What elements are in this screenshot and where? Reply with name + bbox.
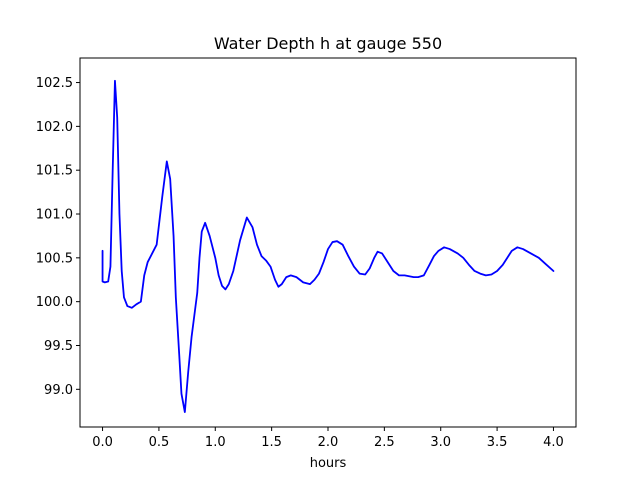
y-tick-label: 99.0 bbox=[44, 383, 73, 398]
chart-title: Water Depth h at gauge 550 bbox=[214, 34, 442, 53]
y-tick-label: 102.0 bbox=[36, 120, 73, 135]
x-tick-label: 3.0 bbox=[430, 435, 451, 450]
y-tick-label: 102.5 bbox=[36, 76, 73, 91]
x-tick-layer: 0.0 0.5 1.0 1.5 2.0 2.5 3.0 3.5 4.0 bbox=[92, 427, 564, 450]
x-tick-label: 2.5 bbox=[374, 435, 395, 450]
x-tick-label: 1.0 bbox=[205, 435, 226, 450]
plot-frame bbox=[79, 57, 577, 428]
series-line-0 bbox=[101, 79, 555, 413]
x-axis-label: hours bbox=[310, 456, 347, 471]
y-tick-label: 100.0 bbox=[36, 295, 73, 310]
x-tick-label: 4.0 bbox=[543, 435, 564, 450]
x-tick-label: 3.5 bbox=[487, 435, 508, 450]
x-tick-label: 0.0 bbox=[92, 435, 113, 450]
x-tick-label: 0.5 bbox=[149, 435, 170, 450]
y-tick-label: 99.5 bbox=[44, 339, 73, 354]
x-tick-label: 2.0 bbox=[318, 435, 339, 450]
y-tick-label: 101.5 bbox=[36, 164, 73, 179]
series-layer bbox=[101, 79, 555, 413]
y-tick-label: 100.5 bbox=[36, 251, 73, 266]
plot-area bbox=[80, 58, 576, 427]
y-tick-layer: 99.0 99.5 100.0 100.5 101.0 101.5 102.0 102.5 bbox=[36, 76, 80, 398]
y-tick-label: 101.0 bbox=[36, 208, 73, 223]
x-tick-label: 1.5 bbox=[261, 435, 282, 450]
